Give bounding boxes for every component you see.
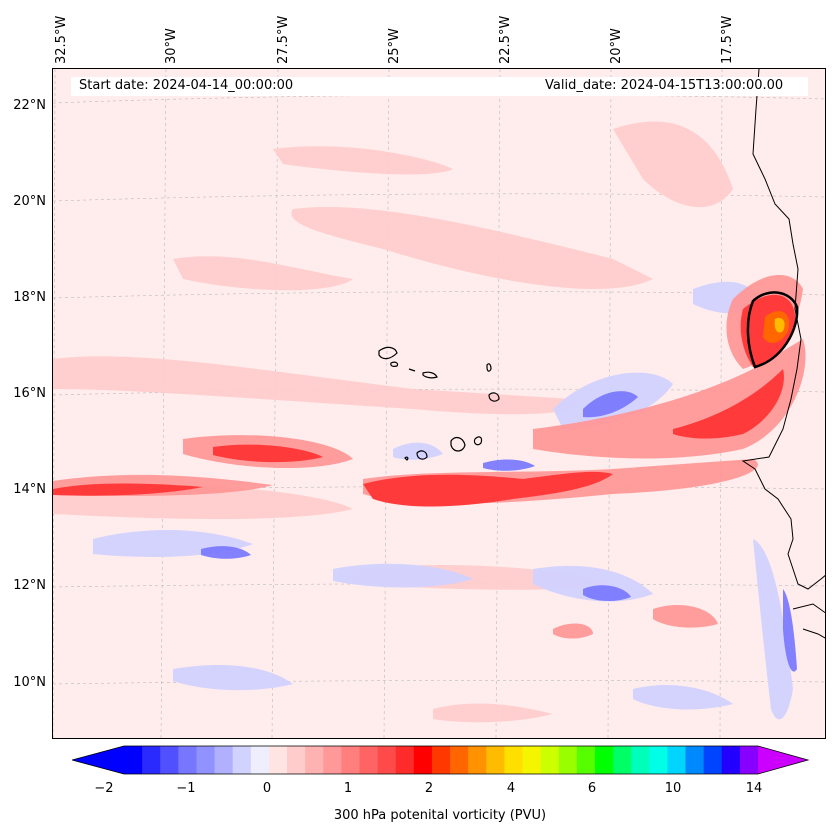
colorbar-cell xyxy=(721,746,741,774)
colorbar-cell xyxy=(305,746,324,774)
colorbar-tick: 4 xyxy=(506,781,516,796)
colorbar-cell xyxy=(413,746,433,774)
colorbar-cell xyxy=(685,746,705,774)
west-africa-coastline xyxy=(741,69,825,590)
colorbar-cell xyxy=(214,746,234,774)
colorbar-cell xyxy=(323,746,342,774)
colorbar-cell xyxy=(268,746,288,774)
valid-date-label: Valid_date: 2024-04-15T13:00:00.00 xyxy=(545,78,784,93)
lon-label-30w: 30°W xyxy=(164,28,179,64)
lat-label-22n: 22°N xyxy=(13,98,46,113)
colorbar-tick: 2 xyxy=(424,781,434,796)
colorbar-over-arrow xyxy=(758,746,808,774)
date-banner xyxy=(71,77,808,96)
start-date-label: Start date: 2024-04-14_00:00:00 xyxy=(79,78,294,93)
colorbar-cell xyxy=(395,746,415,774)
colorbar-tick: 0 xyxy=(262,781,272,796)
colorbar-cell xyxy=(576,746,596,774)
colorbar-cell xyxy=(142,746,161,774)
pv-map: Start date: 2024-04-14_00:00:00 Valid_da… xyxy=(52,68,826,739)
lon-label-22-5w: 22.5°W xyxy=(498,15,513,64)
lat-label-18n: 18°N xyxy=(13,290,46,305)
colorbar-under-arrow xyxy=(72,746,124,774)
colorbar-cell xyxy=(160,746,179,774)
colorbar-tick: 10 xyxy=(664,781,682,796)
colorbar-cell xyxy=(341,746,360,774)
lon-label-17-5w: 17.5°W xyxy=(720,15,735,64)
colorbar-cell xyxy=(359,746,379,774)
lon-label-32-5w: 32.5°W xyxy=(54,15,69,64)
pv-strong-negative xyxy=(201,391,797,672)
colorbar-cell xyxy=(540,746,560,774)
colorbar-cell xyxy=(124,746,143,774)
colorbar-tick: 1 xyxy=(343,781,353,796)
colorbar-cell xyxy=(558,746,578,774)
lon-label-27-5w: 27.5°W xyxy=(276,15,291,64)
colorbar-cell xyxy=(468,746,487,774)
lon-label-25w: 25°W xyxy=(387,28,402,64)
lat-label-14n: 14°N xyxy=(13,482,46,497)
coastline-segment xyxy=(792,603,825,614)
colorbar-cell xyxy=(703,746,723,774)
colorbar-cell xyxy=(613,746,632,774)
colorbar-tick: 6 xyxy=(587,781,597,796)
colorbar-cell xyxy=(631,746,650,774)
lon-label-20w: 20°W xyxy=(609,28,624,64)
colorbar-cell xyxy=(739,746,759,774)
lat-label-16n: 16°N xyxy=(13,386,46,401)
colorbar-cell xyxy=(178,746,197,774)
colorbar-cell xyxy=(486,746,505,774)
colorbar-cell xyxy=(522,746,542,774)
colorbar-cell xyxy=(250,746,270,774)
colorbar-outline xyxy=(72,745,810,775)
colorbar-tick: −2 xyxy=(94,781,114,796)
pv-2-contour xyxy=(746,291,799,369)
pv-peak-core xyxy=(774,317,785,333)
colorbar-cell xyxy=(196,746,216,774)
colorbar-tick: −1 xyxy=(176,781,196,796)
map-field xyxy=(53,69,825,738)
coastline-segment xyxy=(802,628,825,639)
colorbar-cell xyxy=(431,746,451,774)
lat-label-20n: 20°N xyxy=(13,194,46,209)
colorbar-cell xyxy=(287,746,306,774)
cape-verde-islands xyxy=(378,346,500,461)
colorbar xyxy=(72,745,810,775)
colorbar-tick: 14 xyxy=(745,781,763,796)
colorbar-cell xyxy=(649,746,668,774)
colorbar-cell xyxy=(377,746,397,774)
colorbar-label: 300 hPa potenital vorticity (PVU) xyxy=(333,808,547,823)
colorbar-cell xyxy=(667,746,687,774)
colorbar-cell xyxy=(594,746,614,774)
colorbar-cell xyxy=(232,746,252,774)
lat-label-10n: 10°N xyxy=(13,675,46,690)
colorbar-cell xyxy=(450,746,469,774)
colorbar-cell xyxy=(504,746,524,774)
lat-label-12n: 12°N xyxy=(13,578,46,593)
